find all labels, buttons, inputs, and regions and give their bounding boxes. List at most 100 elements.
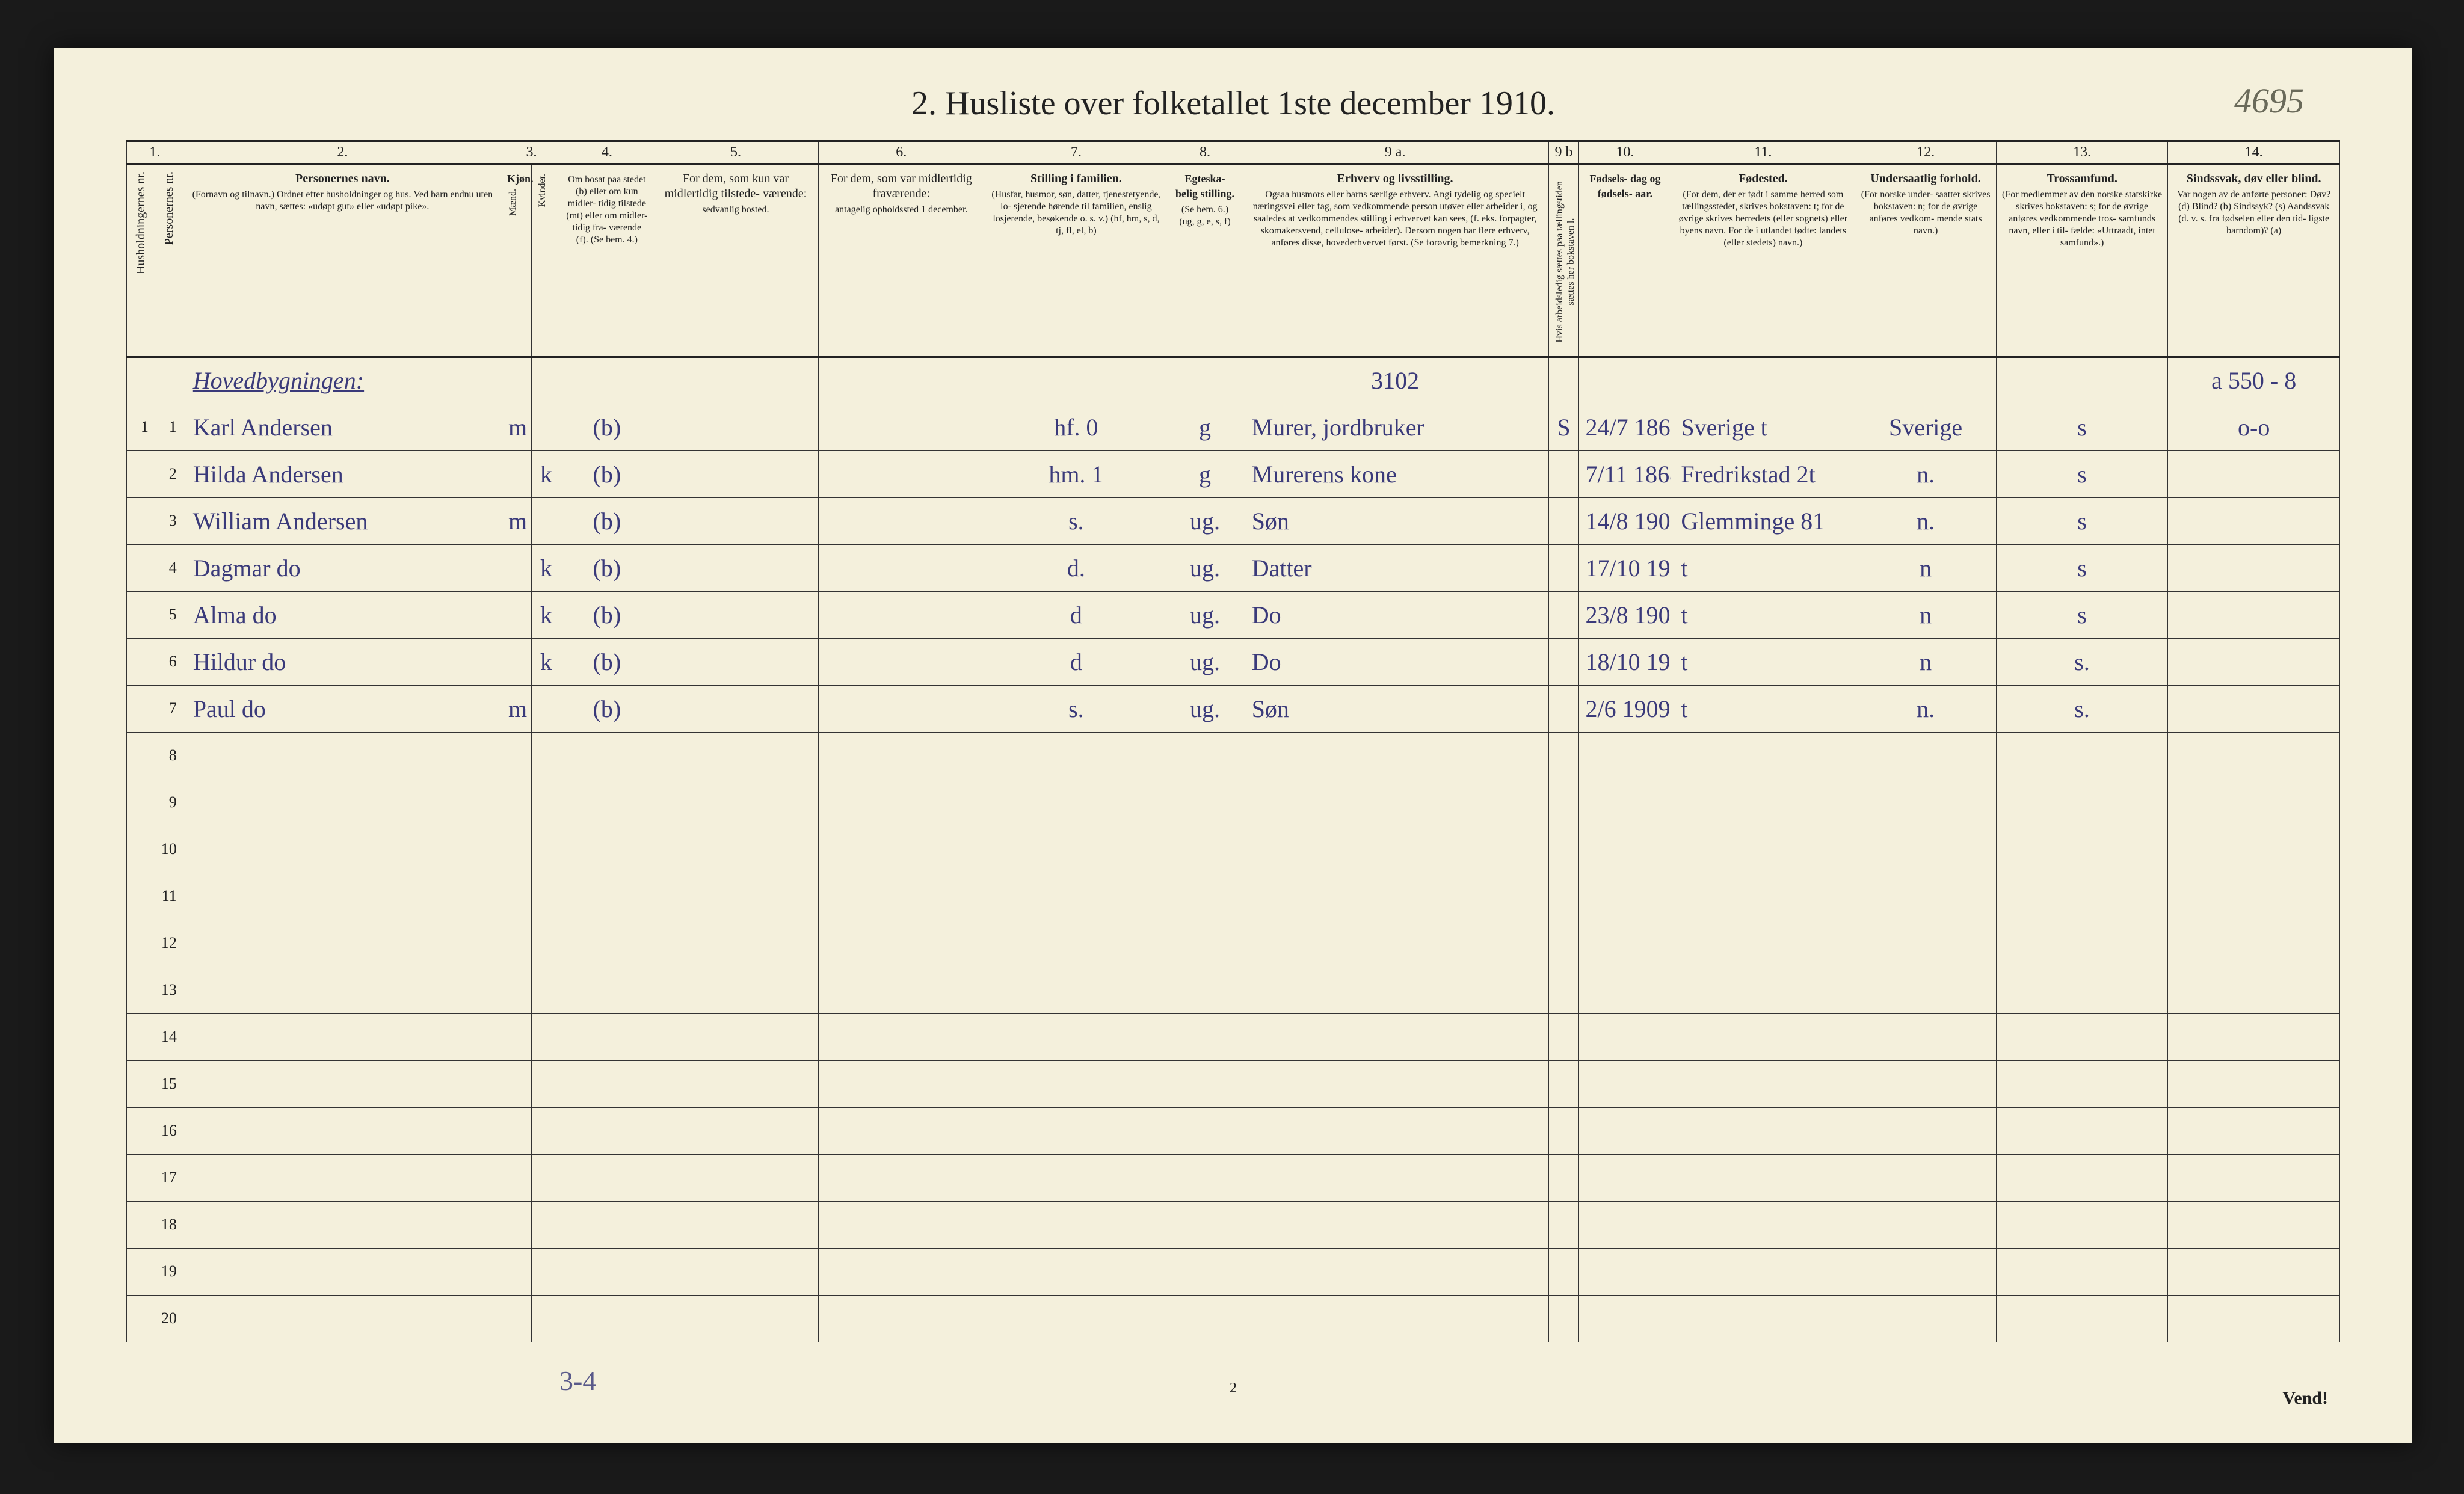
cell-empty xyxy=(1996,1107,2168,1154)
cell-temp-absent xyxy=(819,450,984,497)
cell-empty xyxy=(819,1248,984,1295)
col-14-title: Sindssvak, døv eller blind. xyxy=(2187,172,2321,185)
cell-empty xyxy=(1671,732,1855,779)
cell-empty xyxy=(2168,1201,2340,1248)
cell-empty xyxy=(1242,779,1548,826)
footer-left-note: 3-4 xyxy=(559,1365,596,1397)
cell-empty xyxy=(984,873,1168,920)
colnum-2: 2. xyxy=(183,141,502,164)
cell-person-num: 6 xyxy=(155,638,183,685)
cell-empty xyxy=(1548,920,1579,967)
cell-person-num: 11 xyxy=(155,873,183,920)
cell-empty xyxy=(1242,1248,1548,1295)
cell-empty xyxy=(1168,1295,1242,1342)
col-11-title: Fødested. xyxy=(1739,172,1788,185)
cell-empty xyxy=(183,1107,502,1154)
cell-person-num: 2 xyxy=(155,450,183,497)
cell-birthdate: 14/8 1900 xyxy=(1579,497,1671,544)
cell-empty xyxy=(183,779,502,826)
cell-empty xyxy=(1671,920,1855,967)
cell-empty xyxy=(1996,873,2168,920)
cell-empty xyxy=(1168,967,1242,1013)
cell-empty xyxy=(1855,1248,1997,1295)
cell-occupation: Do xyxy=(1242,591,1548,638)
table-row-empty: 17 xyxy=(127,1154,2340,1201)
cell-empty xyxy=(1996,920,2168,967)
col-3a-label: Mænd. xyxy=(507,189,519,216)
cell-person-num: 16 xyxy=(155,1107,183,1154)
cell-empty xyxy=(561,826,653,873)
cell-empty xyxy=(1996,779,2168,826)
cell-empty xyxy=(502,1060,532,1107)
cell-household-num xyxy=(127,1013,155,1060)
cell-person-num: 17 xyxy=(155,1154,183,1201)
cell-religion: s xyxy=(1996,497,2168,544)
cell-empty xyxy=(1671,1013,1855,1060)
cell-empty xyxy=(1855,357,1997,404)
cell-empty xyxy=(531,1107,561,1154)
cell-empty xyxy=(819,779,984,826)
cell-empty xyxy=(1855,920,1997,967)
section-heading-label: Hovedbygningen: xyxy=(183,357,502,404)
col-2-title: Personernes navn. xyxy=(295,172,390,185)
cell-birthdate: 7/11 1868 xyxy=(1579,450,1671,497)
cell-empty xyxy=(561,1248,653,1295)
cell-residence: (b) xyxy=(561,404,653,450)
cell-household-num xyxy=(127,873,155,920)
cell-empty xyxy=(531,357,561,404)
cell-person-num: 4 xyxy=(155,544,183,591)
cell-empty xyxy=(2168,1013,2340,1060)
colnum-11: 11. xyxy=(1671,141,1855,164)
cell-disability xyxy=(2168,685,2340,732)
cell-empty xyxy=(1168,779,1242,826)
cell-occupation: Murerens kone xyxy=(1242,450,1548,497)
cell-family-position: hm. 1 xyxy=(984,450,1168,497)
cell-empty xyxy=(531,1248,561,1295)
cell-empty xyxy=(984,779,1168,826)
cell-empty xyxy=(1548,1107,1579,1154)
cell-empty xyxy=(1579,920,1671,967)
cell-name: Dagmar do xyxy=(183,544,502,591)
cell-empty xyxy=(1548,1295,1579,1342)
cell-empty xyxy=(1671,779,1855,826)
cell-empty xyxy=(1242,873,1548,920)
cell-unemployed: S xyxy=(1548,404,1579,450)
cell-hh xyxy=(127,357,155,404)
cell-empty xyxy=(819,1295,984,1342)
cell-disability xyxy=(2168,591,2340,638)
cell-person-num: 9 xyxy=(155,779,183,826)
col-8-title: Egteska- belig stilling. xyxy=(1175,173,1234,200)
cell-household-num xyxy=(127,1107,155,1154)
page-footer: 3-4 2 Vend! xyxy=(126,1380,2340,1397)
colnum-9b: 9 b xyxy=(1548,141,1579,164)
colnum-7: 7. xyxy=(984,141,1168,164)
cell-residence: (b) xyxy=(561,450,653,497)
cell-empty xyxy=(561,920,653,967)
colnum-14: 14. xyxy=(2168,141,2340,164)
cell-occupation: Søn xyxy=(1242,685,1548,732)
cell-empty xyxy=(1855,1107,1997,1154)
cell-nationality: n xyxy=(1855,544,1997,591)
cell-empty xyxy=(561,779,653,826)
cell-empty xyxy=(531,779,561,826)
cell-empty xyxy=(653,1013,818,1060)
cell-empty xyxy=(984,1154,1168,1201)
col-3a-head: Kjøn. Mænd. xyxy=(502,164,532,357)
page-title-row: 2. Husliste over folketallet 1ste decemb… xyxy=(126,84,2340,123)
cell-empty xyxy=(183,920,502,967)
cell-empty xyxy=(1855,826,1997,873)
cell-empty xyxy=(1579,1295,1671,1342)
cell-person-num: 3 xyxy=(155,497,183,544)
cell-empty xyxy=(653,1060,818,1107)
cell-empty xyxy=(2168,1248,2340,1295)
cell-household-num xyxy=(127,967,155,1013)
cell-nationality: n. xyxy=(1855,685,1997,732)
cell-empty xyxy=(1996,1201,2168,1248)
col-4-title: Om bosat paa stedet (b) eller om kun mid… xyxy=(566,174,648,246)
col-3b-label: Kvinder. xyxy=(537,174,548,208)
cell-temp-present xyxy=(653,591,818,638)
cell-unemployed xyxy=(1548,544,1579,591)
col-9a-title: Erhverv og livsstilling. xyxy=(1337,172,1453,185)
cell-sex-k: k xyxy=(531,591,561,638)
cell-disability xyxy=(2168,544,2340,591)
